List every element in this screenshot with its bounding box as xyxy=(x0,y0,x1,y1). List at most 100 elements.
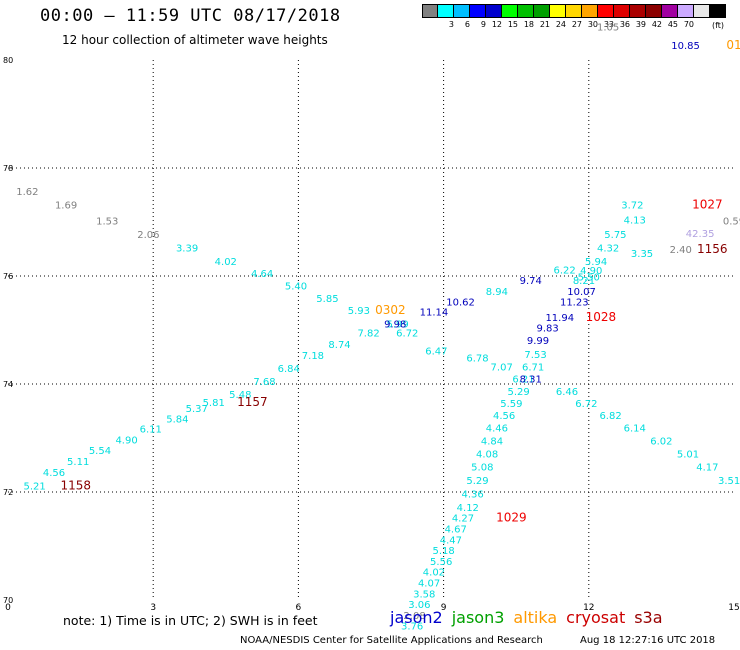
pass-time-label: 1029 xyxy=(496,511,527,525)
legend-swatches xyxy=(422,4,726,18)
wave-height-value: 8.94 xyxy=(486,287,508,298)
satellite-altika: altika xyxy=(513,608,558,627)
legend-swatch xyxy=(614,4,630,18)
legend-label: 3 xyxy=(448,20,454,29)
wave-height-value: 1.53 xyxy=(96,217,118,228)
satellite-jason3: jason3 xyxy=(451,608,505,627)
satellite-jason2: jason2 xyxy=(390,608,443,627)
wave-height-value: 5.21 xyxy=(23,481,45,492)
pass-time-label: 1027 xyxy=(692,198,723,212)
wave-height-value: 6.72 xyxy=(575,399,597,410)
wave-height-value: 8.31 xyxy=(520,374,542,385)
wave-height-value: 5.93 xyxy=(348,306,370,317)
wave-height-value: 4.32 xyxy=(597,244,619,255)
legend-label: 30 xyxy=(587,20,598,29)
wave-height-value: 2.40 xyxy=(670,245,692,256)
wave-height-value: 4.17 xyxy=(696,462,718,473)
wave-height-value: 10.07 xyxy=(567,287,596,298)
x-tick-label: 12 xyxy=(583,603,594,613)
legend-swatch xyxy=(470,4,486,18)
pass-time-label: 01 xyxy=(726,38,740,52)
wave-height-value: 3.39 xyxy=(176,244,198,255)
legend-swatch xyxy=(630,4,646,18)
wave-height-value: 5.81 xyxy=(203,398,225,409)
chart-subtitle: 12 hour collection of altimeter wave hei… xyxy=(62,33,328,47)
wave-height-value: 5.37 xyxy=(186,404,208,415)
wave-height-value: 6.47 xyxy=(425,346,447,357)
wave-height-value: 5.99 xyxy=(386,319,408,330)
pass-time-label: 1158 xyxy=(60,478,91,492)
legend-swatch xyxy=(662,4,678,18)
y-tick-label: 78 xyxy=(3,164,13,173)
footer-note: note: 1) Time is in UTC; 2) SWH is in fe… xyxy=(63,613,318,628)
satellite-cryosat: cryosat xyxy=(566,608,626,627)
wave-height-value: 5.54 xyxy=(89,446,111,457)
legend-swatch xyxy=(694,4,710,18)
pass-time-label: 1156 xyxy=(697,242,728,256)
wave-height-value: 4.56 xyxy=(493,411,515,422)
wave-height-value: 9.98 xyxy=(384,319,406,330)
wave-height-value: 7.07 xyxy=(491,363,513,374)
wave-height-value: 5.29 xyxy=(507,387,529,398)
wave-height-value: 10.62 xyxy=(446,298,475,309)
legend-label: 39 xyxy=(635,20,646,29)
wave-height-value: 5.56 xyxy=(430,557,452,568)
footer-credit: NOAA/NESDIS Center for Satellite Applica… xyxy=(240,635,543,646)
satellite-s3a: s3a xyxy=(634,608,663,627)
legend-label: 18 xyxy=(523,20,534,29)
wave-height-value: 6.22 xyxy=(553,265,575,276)
wave-height-value: 6.78 xyxy=(466,353,488,364)
wave-height-value: 4.47 xyxy=(440,535,462,546)
legend-swatch xyxy=(422,4,438,18)
wave-height-value: 5.08 xyxy=(471,462,493,473)
wave-height-value: 10.85 xyxy=(671,41,700,52)
wave-height-value: 8.21 xyxy=(573,276,595,287)
wave-height-value: 4.64 xyxy=(251,269,273,280)
wave-height-value: 3.72 xyxy=(621,201,643,212)
wave-height-value: 11.14 xyxy=(420,307,449,318)
wave-height-value: 4.84 xyxy=(481,436,503,447)
wave-height-value: 4.46 xyxy=(486,424,508,435)
chart-title: 00:00 – 11:59 UTC 08/17/2018 xyxy=(40,6,341,26)
y-tick-label: 74 xyxy=(3,380,13,389)
legend-swatch xyxy=(534,4,550,18)
wave-height-value: 5.84 xyxy=(166,414,188,425)
satellite-legend: jason2 jason3 altika cryosat s3a xyxy=(390,608,672,627)
wave-height-value: 6.46 xyxy=(556,387,578,398)
wave-height-value: 5.18 xyxy=(432,546,454,557)
wave-height-value: 3.51 xyxy=(718,476,740,487)
pass-time-label: 1028 xyxy=(586,310,617,324)
wave-height-value: 1.69 xyxy=(55,201,77,212)
x-tick-label: 9 xyxy=(441,603,447,613)
wave-height-value: 6.02 xyxy=(650,436,672,447)
legend-label: 24 xyxy=(555,20,566,29)
wave-height-value: 6.11 xyxy=(140,425,162,436)
wave-height-value: 2.08 xyxy=(403,611,425,622)
legend-swatch xyxy=(710,4,726,18)
legend-swatch xyxy=(582,4,598,18)
legend-swatch xyxy=(566,4,582,18)
wave-height-value: 5.85 xyxy=(316,294,338,305)
x-tick-label: 0 xyxy=(5,603,11,613)
y-tick-label: 70 xyxy=(3,596,13,605)
wave-height-value: 1.62 xyxy=(16,187,38,198)
x-tick-label: 3 xyxy=(150,603,156,613)
legend-swatch xyxy=(502,4,518,18)
wave-height-value: 6.71 xyxy=(522,363,544,374)
wave-height-value: 7.68 xyxy=(253,377,275,388)
wave-height-value: 5.59 xyxy=(500,399,522,410)
legend-label: 42 xyxy=(651,20,662,29)
pass-time-label: 1157 xyxy=(237,395,268,409)
wave-height-value: 4.02 xyxy=(215,257,237,268)
wave-height-value: 6.82 xyxy=(599,411,621,422)
legend-swatch xyxy=(486,4,502,18)
y-tick-label: 72 xyxy=(3,488,13,497)
wave-height-value: 5.29 xyxy=(466,476,488,487)
wave-height-value: 4.36 xyxy=(462,489,484,500)
wave-height-value: 9.74 xyxy=(520,276,542,287)
wave-height-value: 6.72 xyxy=(396,328,418,339)
wave-height-value: 7.53 xyxy=(524,350,546,361)
wave-height-value: 4.27 xyxy=(452,514,474,525)
legend-label: 15 xyxy=(507,20,518,29)
